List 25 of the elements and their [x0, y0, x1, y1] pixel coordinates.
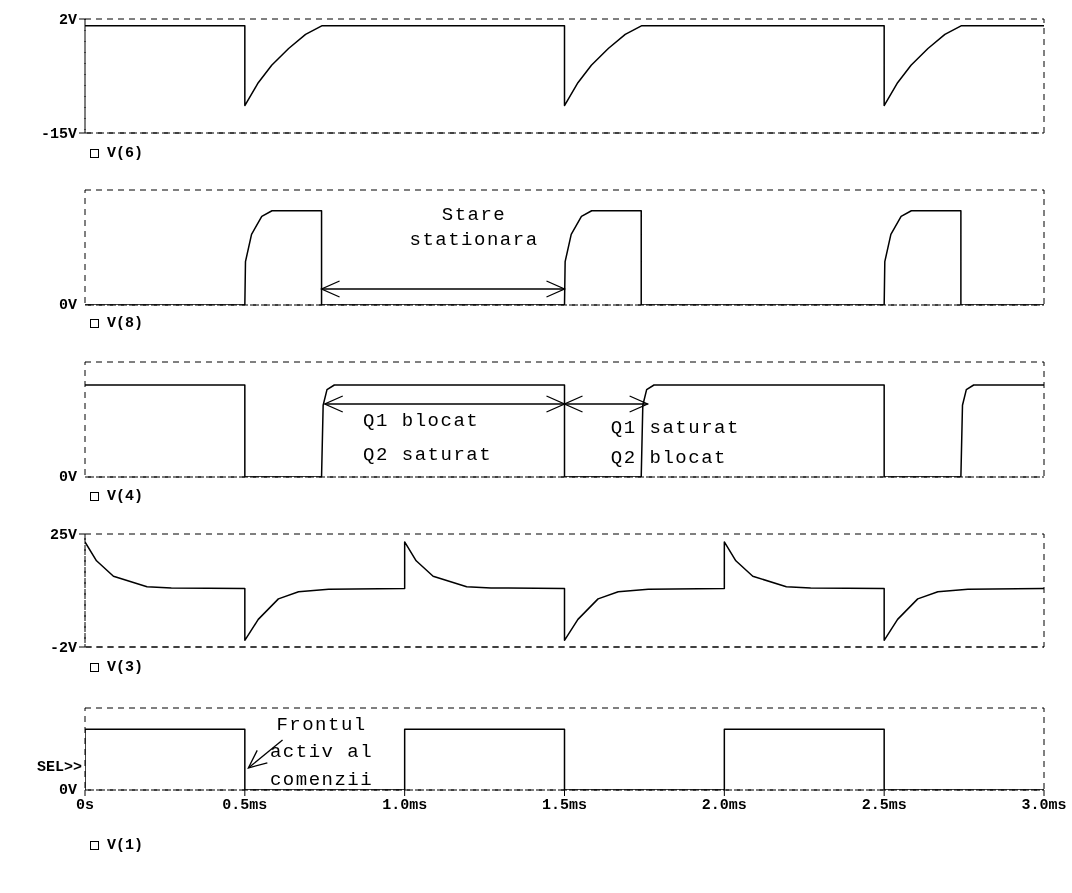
annotation: Stare stationara	[409, 204, 539, 252]
y-tick-label: -2V	[49, 640, 77, 658]
annotation: Q1 saturat Q2 blocat	[610, 417, 740, 470]
x-tick-label: 2.0ms	[701, 796, 747, 814]
text: 0V	[58, 781, 77, 799]
text: 0V	[58, 468, 77, 486]
line-series	[85, 24, 1044, 107]
x-tick-label: 1.0ms	[382, 796, 428, 814]
y-tick-label: 25V	[49, 527, 77, 545]
x-tick-label: 0.5ms	[222, 796, 268, 814]
legend-label: V(6)	[107, 144, 144, 162]
legend-label: V(4)	[107, 487, 144, 505]
annotation: Frontul activ al comenzii	[269, 714, 374, 792]
annotation: Q1 blocat Q2 saturat	[363, 410, 493, 467]
x-tick-label: 2.5ms	[861, 796, 907, 814]
x-tick-label: 0s	[75, 796, 95, 814]
x-tick-label: 1.5ms	[541, 796, 588, 814]
legend-label: V(8)	[107, 314, 144, 332]
legend-label: V(1)	[107, 836, 144, 854]
x-tick-label: 3.0ms	[1021, 796, 1067, 814]
text: SEL>>	[36, 758, 82, 776]
text: 0V	[58, 296, 77, 314]
y-tick-label: -15V	[40, 126, 77, 144]
legend-label: V(3)	[107, 658, 144, 676]
y-tick-label: 2V	[58, 12, 77, 30]
